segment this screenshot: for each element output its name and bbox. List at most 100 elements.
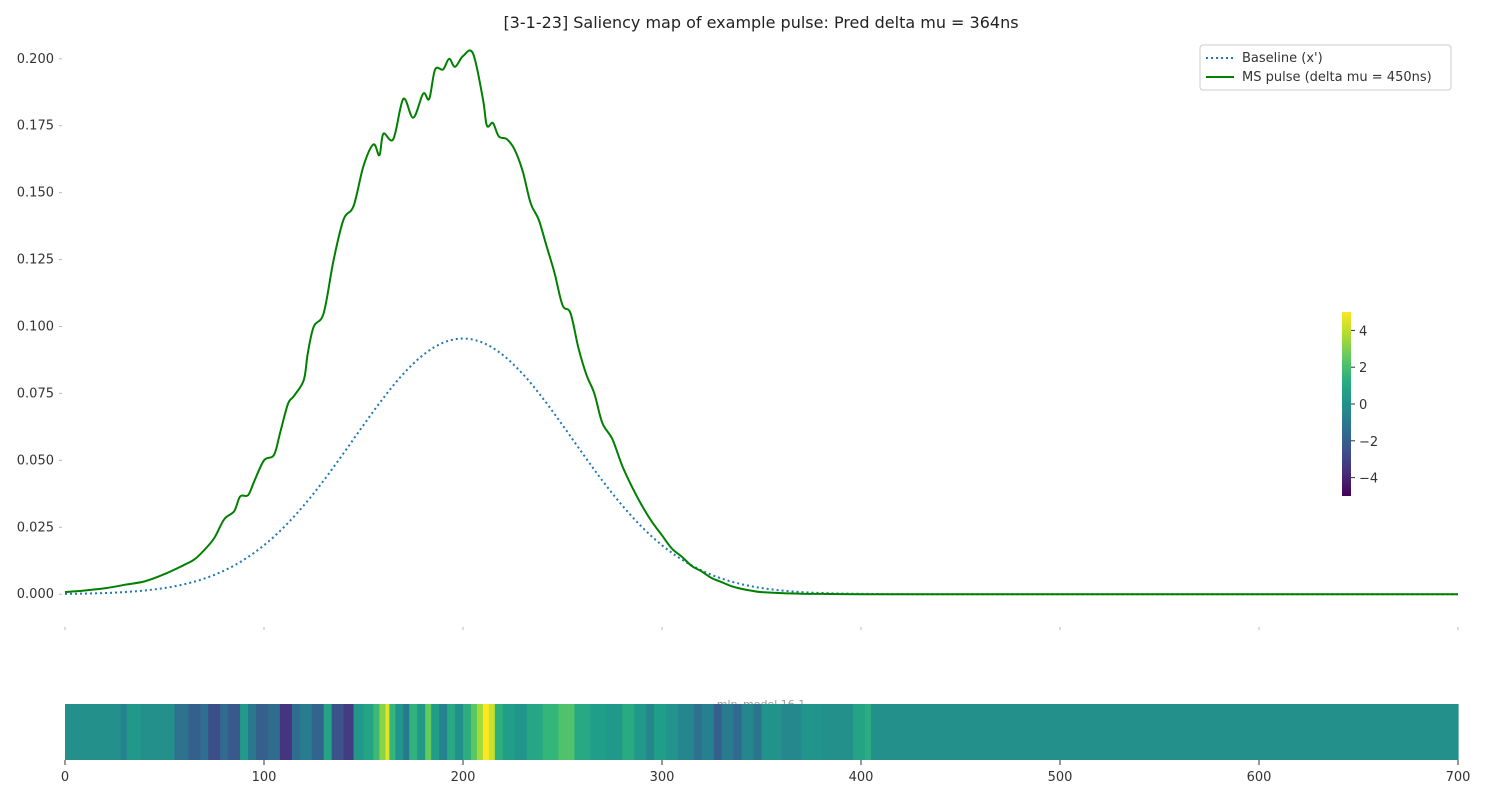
heatmap-cell [677, 704, 695, 760]
heatmap-cell [188, 704, 201, 760]
heatmap-cell [385, 704, 390, 760]
heatmap-cell [526, 704, 544, 760]
heatmap-cell [343, 704, 355, 760]
heatmap-cell [753, 704, 763, 760]
colorbar-tick-label: 0 [1359, 398, 1367, 413]
heatmap-cell [502, 704, 516, 760]
heatmap-cell [363, 704, 375, 760]
y-tick-label: 0.200 [17, 52, 54, 67]
heatmap-cell [482, 704, 490, 760]
heatmap-cell [470, 704, 478, 760]
x-tick-label: 400 [849, 770, 874, 785]
heatmap-cell [311, 704, 325, 760]
y-tick-label: 0.025 [17, 520, 54, 535]
heatmap-cell [409, 704, 418, 760]
colorbar-tick-label: −4 [1359, 472, 1378, 487]
heatmap-cell [279, 704, 293, 760]
heatmap-cell [622, 704, 635, 760]
colorbar: 4 2 0 −2 −4 [1342, 312, 1378, 496]
x-tick-label: 100 [252, 770, 277, 785]
heatmap-cell [200, 704, 209, 760]
heatmap-cell [353, 704, 365, 760]
heatmap-cell [654, 704, 667, 760]
legend-label-baseline: Baseline (x') [1242, 51, 1323, 66]
heatmap-cell [65, 704, 122, 760]
heatmap-cell [267, 704, 281, 760]
heatmap-cell [256, 704, 269, 760]
saliency-heatmap [65, 704, 1459, 760]
heatmap-cell [174, 704, 189, 760]
top-axis-tick-marks [64, 627, 1459, 630]
heatmap-cell [606, 704, 623, 760]
heatmap-cell [713, 704, 723, 760]
series-line-ms-pulse [64, 49, 1458, 596]
series-line-baseline [64, 337, 1458, 596]
heatmap-cell [240, 704, 249, 760]
heatmap-cell [291, 704, 301, 760]
heatmap-cell [853, 704, 866, 760]
heatmap-cell [323, 704, 333, 760]
x-tick-label: 300 [650, 770, 675, 785]
heatmap-cell [542, 704, 560, 760]
colorbar-gradient [1342, 312, 1351, 496]
heatmap-cell [488, 704, 496, 760]
heatmap-cell [299, 704, 313, 760]
heatmap-cell [417, 704, 426, 760]
heatmap-cell [693, 704, 703, 760]
heatmap-cell [558, 704, 576, 760]
colorbar-tick-label: 4 [1359, 324, 1367, 339]
heatmap-cell [801, 704, 822, 760]
heatmap-cell [140, 704, 176, 760]
heatmap-cell [126, 704, 142, 760]
y-tick-label: 0.150 [17, 186, 54, 201]
main-plot: 0.000 0.025 0.050 0.075 0.100 0.125 0.150 0.175… [17, 49, 1459, 630]
x-tick-label: 500 [1048, 770, 1073, 785]
heatmap-cell [120, 704, 128, 760]
heatmap-cell [741, 704, 755, 760]
heatmap-cell [439, 704, 448, 760]
heatmap-cell [721, 704, 735, 760]
heatmap-cell [425, 704, 432, 760]
heatmap-cell [395, 704, 404, 760]
x-tick-label: 600 [1247, 770, 1272, 785]
y-tick-label: 0.075 [17, 386, 54, 401]
heatmap-cell [455, 704, 464, 760]
y-axis-ticks: 0.000 0.025 0.050 0.075 0.100 0.125 0.150 0.175… [17, 52, 62, 602]
heatmap-cell [403, 704, 410, 760]
x-tick-label: 0 [61, 770, 69, 785]
heatmap-cell [733, 704, 743, 760]
heatmap-cell [864, 704, 872, 760]
colorbar-tick-label: −2 [1359, 435, 1378, 450]
heatmap-cell [463, 704, 472, 760]
heatmap-cell [701, 704, 715, 760]
heatmap-cell [514, 704, 528, 760]
legend: Baseline (x') MS pulse (delta mu = 450ns… [1199, 44, 1452, 91]
heatmap-cell [373, 704, 381, 760]
heatmap-cell [646, 704, 655, 760]
legend-box [1199, 44, 1452, 91]
heatmap-cell [248, 704, 257, 760]
heatmap-cell [665, 704, 679, 760]
heatmap-cell [476, 704, 484, 760]
heatmap-cell [208, 704, 221, 760]
heatmap-cell [379, 704, 386, 760]
heatmap-cell [220, 704, 229, 760]
heatmap-cell [761, 704, 782, 760]
y-tick-label: 0.175 [17, 119, 54, 134]
heatmap-cell [781, 704, 802, 760]
heatmap-cell [331, 704, 345, 760]
colorbar-ticks: 4 2 0 −2 −4 [1351, 324, 1378, 487]
heatmap-cell [870, 704, 1459, 760]
heatmap-cell [590, 704, 607, 760]
heatmap-cell [228, 704, 241, 760]
heatmap-cell [821, 704, 854, 760]
colorbar-tick-label: 2 [1359, 361, 1367, 376]
heatmap-cell [574, 704, 591, 760]
chart-title: [3-1-23] Saliency map of example pulse: … [503, 13, 1018, 32]
heatmap-cell [634, 704, 647, 760]
heatmap-cell [494, 704, 504, 760]
y-tick-label: 0.000 [17, 587, 54, 602]
x-axis-ticks: 0 100 200 300 400 500 600 700 [61, 760, 1470, 785]
y-tick-label: 0.100 [17, 319, 54, 334]
